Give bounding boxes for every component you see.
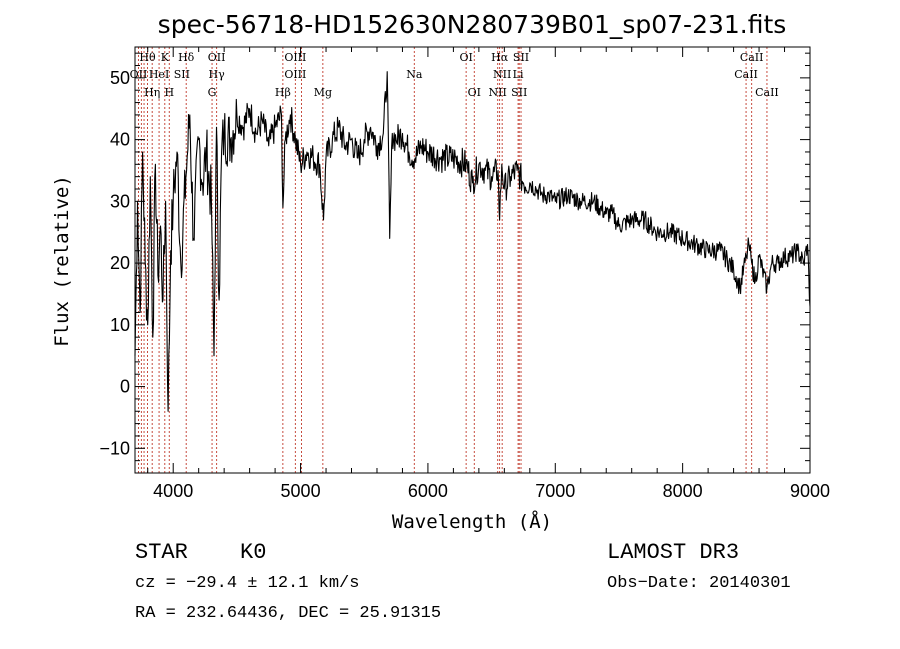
- line-label: SII: [511, 86, 527, 99]
- line-label: OI: [459, 51, 472, 64]
- observation-date: Obs−Date: 20140301: [607, 574, 791, 593]
- line-label: CaII: [755, 86, 779, 99]
- spectrum-chart: spec-56718-HD152630N280739B01_sp07-231.f…: [51, 10, 830, 533]
- x-tick-label: 5000: [281, 481, 321, 501]
- line-label: Hβ: [275, 86, 291, 99]
- y-axis-label: Flux (relative): [51, 175, 73, 347]
- flux-line: [134, 71, 811, 412]
- y-tick-label: 30: [110, 191, 130, 211]
- x-tick-label: 6000: [408, 481, 448, 501]
- line-label: Hθ: [139, 51, 156, 64]
- coordinates: RA = 232.64436, DEC = 25.91315: [135, 604, 442, 623]
- line-label: CaII: [740, 51, 764, 64]
- line-label: G: [208, 86, 217, 99]
- x-axis-label: Wavelength (Å): [392, 510, 552, 533]
- line-label: NII: [493, 68, 511, 81]
- x-tick-label: 4000: [153, 481, 193, 501]
- line-label: Mg: [314, 86, 332, 99]
- survey-name: LAMOST DR3: [607, 540, 740, 565]
- line-label: Hγ: [209, 68, 226, 81]
- y-tick-label: 0: [120, 377, 130, 397]
- line-label: K: [161, 51, 170, 64]
- line-label: OII: [130, 68, 148, 81]
- line-label: SII: [174, 68, 190, 81]
- object-subclass: K0: [240, 540, 267, 565]
- line-label: HeI: [149, 68, 169, 81]
- plot-frame: [134, 46, 811, 474]
- line-label: OIII: [284, 68, 306, 81]
- y-tick-label: 50: [110, 68, 130, 88]
- spectrum-series: [134, 71, 811, 412]
- x-tick-label: 9000: [790, 481, 830, 501]
- line-label: H: [164, 86, 174, 99]
- line-label: Hδ: [178, 51, 195, 64]
- line-label: NII: [489, 86, 507, 99]
- emission-line-markers: [137, 47, 768, 473]
- line-label: Na: [406, 68, 423, 81]
- y-tick-label: 40: [110, 130, 130, 150]
- object-class: STAR: [135, 540, 188, 565]
- chart-title: spec-56718-HD152630N280739B01_sp07-231.f…: [158, 10, 787, 39]
- axis-ticks: 4000 5000 6000 7000 8000 9000 −10 0 10 20 30 40 50: [99, 47, 830, 501]
- y-tick-label: −10: [99, 438, 130, 458]
- line-label: CaII: [734, 68, 758, 81]
- line-label: OI: [468, 86, 481, 99]
- line-label: Li: [513, 68, 524, 81]
- line-label: OIII: [284, 51, 306, 64]
- x-tick-label: 7000: [535, 481, 575, 501]
- y-tick-label: 20: [110, 253, 130, 273]
- line-label: OII: [208, 51, 226, 64]
- y-tick-label: 10: [110, 315, 130, 335]
- line-label: Hα: [491, 51, 509, 64]
- line-label: SII: [513, 51, 529, 64]
- x-tick-label: 8000: [663, 481, 703, 501]
- redshift-velocity: cz = −29.4 ± 12.1 km/s: [135, 574, 360, 593]
- line-label: Hη: [144, 86, 160, 99]
